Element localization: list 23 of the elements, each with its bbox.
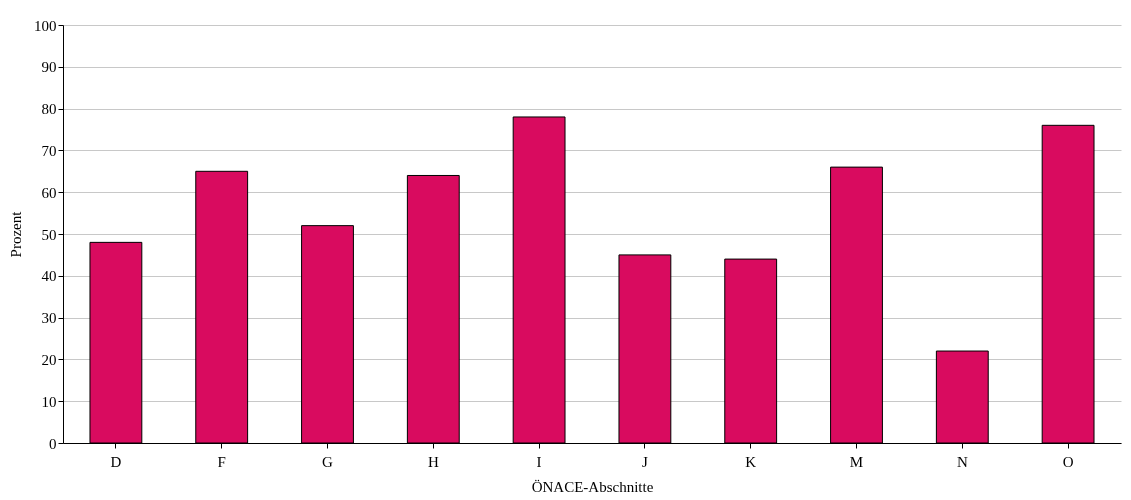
y-tick-label: 50 [41, 226, 57, 243]
y-tick-label: 60 [41, 184, 57, 201]
x-tick-label: J [641, 453, 648, 470]
y-tick-label: 90 [41, 59, 57, 76]
y-tick-label: 80 [41, 101, 57, 118]
x-axis-title: ÖNACE-Abschnitte [531, 478, 654, 495]
x-tick-label: O [1062, 453, 1074, 470]
x-tick-label: K [745, 453, 757, 470]
y-tick-label: 0 [49, 435, 57, 452]
x-tick-label: N [956, 453, 968, 470]
x-tick-label: G [322, 453, 334, 470]
x-tick-label: F [217, 453, 226, 470]
y-tick-label: 40 [41, 268, 57, 285]
x-tick-label: H [427, 453, 439, 470]
x-tick-label: D [110, 453, 122, 470]
y-tick-label: 70 [41, 142, 57, 159]
y-axis-title: Prozent [8, 210, 24, 258]
y-tick-label: 20 [41, 351, 57, 368]
x-tick-label: I [536, 453, 542, 470]
y-tick-label: 10 [41, 393, 57, 410]
y-tick-label: 100 [34, 17, 57, 34]
x-tick-label: M [849, 453, 864, 470]
y-tick-label: 30 [41, 310, 57, 327]
